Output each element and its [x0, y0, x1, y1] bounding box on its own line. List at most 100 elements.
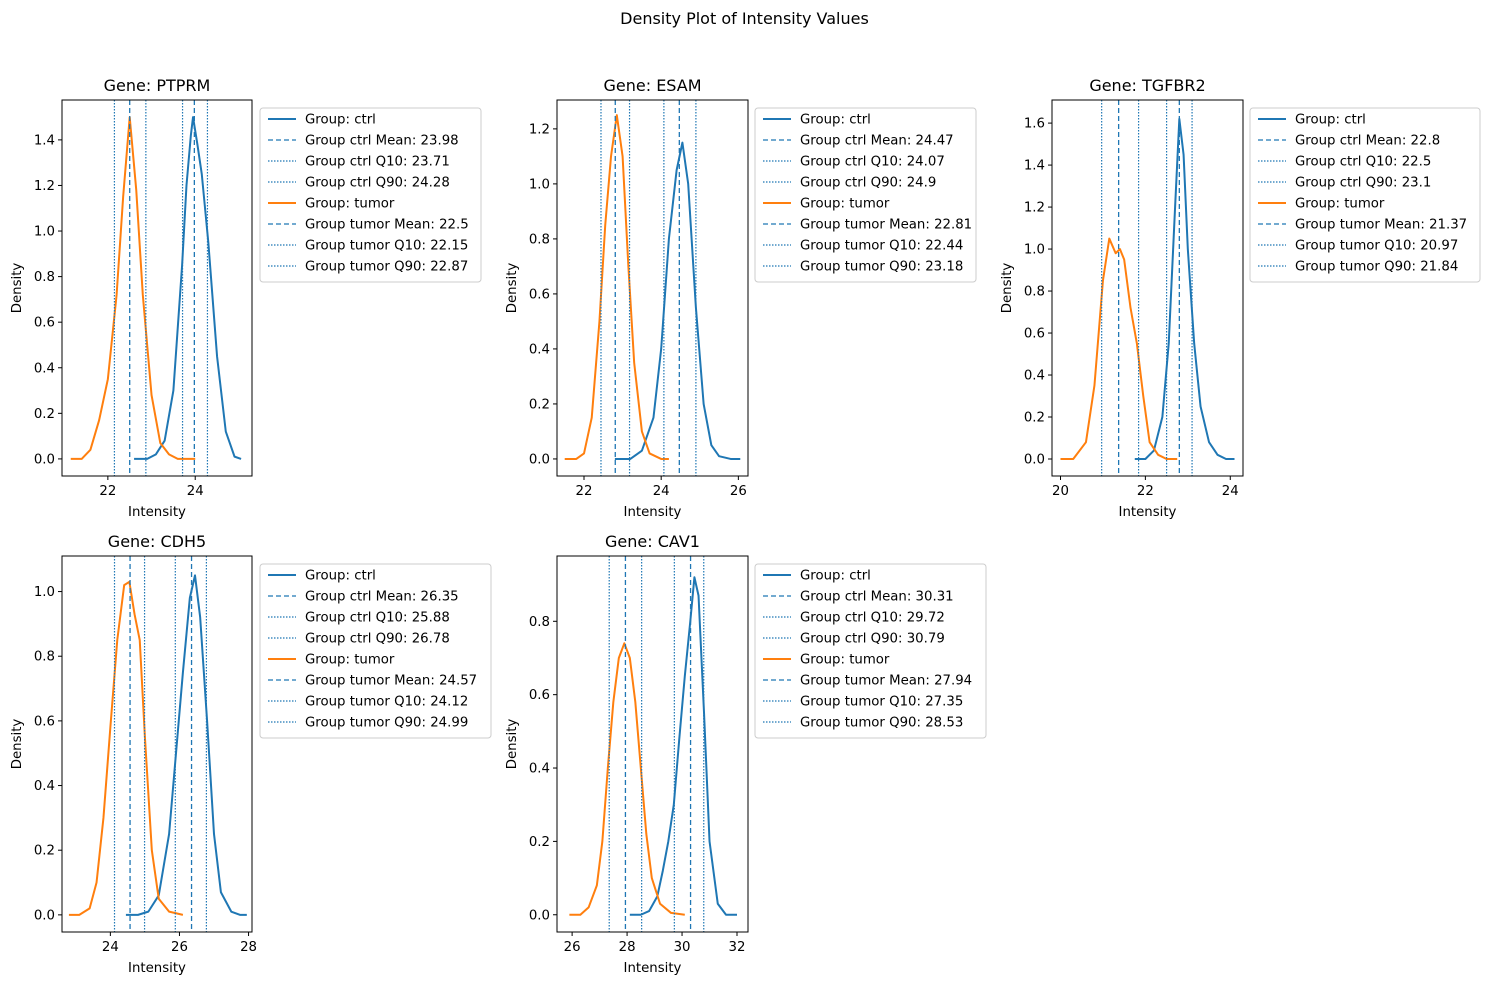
- legend-entry: Group tumor Mean: 24.57: [305, 674, 477, 689]
- legend-entry: Group ctrl Q90: 24.28: [305, 176, 450, 191]
- plot-area: [1060, 100, 1235, 476]
- axes-frame: [556, 555, 749, 933]
- y-tick-label: 0.8: [529, 615, 550, 630]
- legend-entry: Group tumor Mean: 22.5: [305, 218, 469, 233]
- legend: Group: ctrl Group ctrl Mean: 23.98 Group c…: [259, 107, 482, 283]
- y-tick-label: 0.8: [529, 232, 550, 247]
- y-tick-label: 0.6: [529, 287, 550, 302]
- legend-entry: Group ctrl Mean: 26.35: [305, 590, 459, 605]
- density-line-ctrl: [1134, 117, 1235, 460]
- subplot: 22 24 0.0 0.2 0.4 0.6 0.8 1.0 1.2 1.4 Gene: PTPRM I…: [10, 76, 482, 520]
- y-tick-label: 0.2: [529, 835, 550, 850]
- x-axis-label: Intensity: [128, 505, 186, 520]
- y-tick-label: 0.4: [1024, 369, 1045, 384]
- y-tick-label: 1.0: [1024, 243, 1045, 258]
- legend-box: [754, 563, 987, 739]
- y-tick-label: 0.4: [34, 361, 55, 376]
- y-tick-label: 0.6: [34, 714, 55, 729]
- y-tick-label: 0.8: [1024, 285, 1045, 300]
- legend-entry: Group: tumor: [305, 197, 395, 212]
- subplot: 22 24 26 0.0 0.2 0.4 0.6 0.8 1.0 1.2 Gene: ESAM Int…: [505, 76, 977, 520]
- y-tick-label: 0.8: [34, 270, 55, 285]
- x-tick-label: 22: [99, 484, 116, 499]
- legend-entry: Group tumor Mean: 21.37: [1295, 218, 1467, 233]
- x-axis-label: Intensity: [624, 961, 682, 976]
- legend-entry: Group ctrl Q10: 25.88: [305, 611, 450, 626]
- y-tick-label: 0.8: [34, 650, 55, 665]
- y-tick-label: 0.2: [34, 407, 55, 422]
- legend-entry: Group: ctrl: [305, 113, 376, 128]
- legend: Group: ctrl Group ctrl Mean: 24.47 Group c…: [754, 107, 977, 283]
- legend-entry: Group: ctrl: [800, 569, 871, 584]
- y-tick-label: 1.4: [34, 133, 55, 148]
- axes-frame: [61, 99, 253, 477]
- density-line-ctrl: [134, 116, 242, 460]
- y-tick-label: 0.0: [34, 908, 55, 923]
- legend-entry: Group tumor Mean: 22.81: [800, 218, 972, 233]
- y-tick-label: 0.2: [529, 397, 550, 412]
- subplot-title: Gene: CAV1: [605, 532, 700, 551]
- legend-entry: Group: tumor: [800, 197, 890, 212]
- legend-entry: Group: ctrl: [1295, 113, 1366, 128]
- y-tick-label: 0.0: [1024, 452, 1045, 467]
- y-tick-label: 0.0: [34, 452, 55, 467]
- legend-entry: Group ctrl Q90: 23.1: [1295, 176, 1431, 191]
- x-tick-label: 22: [1137, 484, 1154, 499]
- y-tick-label: 0.4: [529, 342, 550, 357]
- subplot-title: Gene: PTPRM: [104, 76, 211, 95]
- legend-box: [259, 107, 482, 283]
- density-line-tumor: [564, 114, 669, 460]
- axes-frame: [61, 555, 253, 933]
- density-line-tumor: [70, 116, 196, 460]
- x-tick-label: 28: [240, 940, 257, 955]
- legend-entry: Group ctrl Q10: 24.07: [800, 155, 945, 170]
- y-tick-label: 1.2: [1024, 201, 1045, 216]
- legend-entry: Group tumor Q10: 27.35: [800, 695, 963, 710]
- axes-frame: [1051, 99, 1244, 477]
- density-line-tumor: [569, 642, 685, 916]
- legend-box: [754, 107, 977, 283]
- y-axis-label: Density: [1000, 263, 1015, 314]
- legend-entry: Group tumor Q10: 24.12: [305, 695, 468, 710]
- subplot-title: Gene: TGFBR2: [1089, 76, 1205, 95]
- legend-entry: Group: tumor: [305, 653, 395, 668]
- density-line-tumor: [1060, 237, 1178, 460]
- x-tick-label: 26: [564, 940, 581, 955]
- legend-entry: Group ctrl Q90: 26.78: [305, 632, 450, 647]
- y-tick-label: 0.6: [1024, 327, 1045, 342]
- x-tick-label: 30: [674, 940, 691, 955]
- x-tick-label: 22: [576, 484, 593, 499]
- x-axis-label: Intensity: [1119, 505, 1177, 520]
- x-tick-label: 20: [1052, 484, 1069, 499]
- x-tick-label: 24: [102, 940, 119, 955]
- y-tick-label: 0.4: [34, 779, 55, 794]
- y-axis-label: Density: [505, 719, 520, 770]
- legend-entry: Group tumor Q10: 22.44: [800, 239, 963, 254]
- y-tick-label: 0.0: [529, 452, 550, 467]
- plot-area: [569, 556, 738, 932]
- x-tick-label: 28: [619, 940, 636, 955]
- legend-box: [259, 563, 492, 739]
- legend-entry: Group tumor Q10: 22.15: [305, 239, 468, 254]
- legend-entry: Group: ctrl: [800, 113, 871, 128]
- legend-entry: Group ctrl Mean: 22.8: [1295, 134, 1440, 149]
- subplot-title: Gene: ESAM: [603, 76, 701, 95]
- density-line-ctrl: [125, 574, 247, 916]
- x-tick-label: 26: [730, 484, 747, 499]
- x-tick-label: 24: [653, 484, 670, 499]
- legend-entry: Group ctrl Q10: 22.5: [1295, 155, 1431, 170]
- legend-entry: Group tumor Q90: 24.99: [305, 716, 468, 731]
- legend-entry: Group tumor Q90: 22.87: [305, 260, 468, 275]
- y-tick-label: 0.6: [34, 316, 55, 331]
- plot-area: [70, 100, 242, 476]
- y-tick-label: 0.4: [529, 762, 550, 777]
- legend-entry: Group ctrl Mean: 30.31: [800, 590, 954, 605]
- y-tick-label: 1.2: [529, 122, 550, 137]
- x-tick-label: 26: [171, 940, 188, 955]
- legend-entry: Group ctrl Q10: 23.71: [305, 155, 450, 170]
- subplot-title: Gene: CDH5: [108, 532, 206, 551]
- legend-entry: Group ctrl Mean: 24.47: [800, 134, 954, 149]
- y-tick-label: 0.2: [1024, 411, 1045, 426]
- y-axis-label: Density: [505, 263, 520, 314]
